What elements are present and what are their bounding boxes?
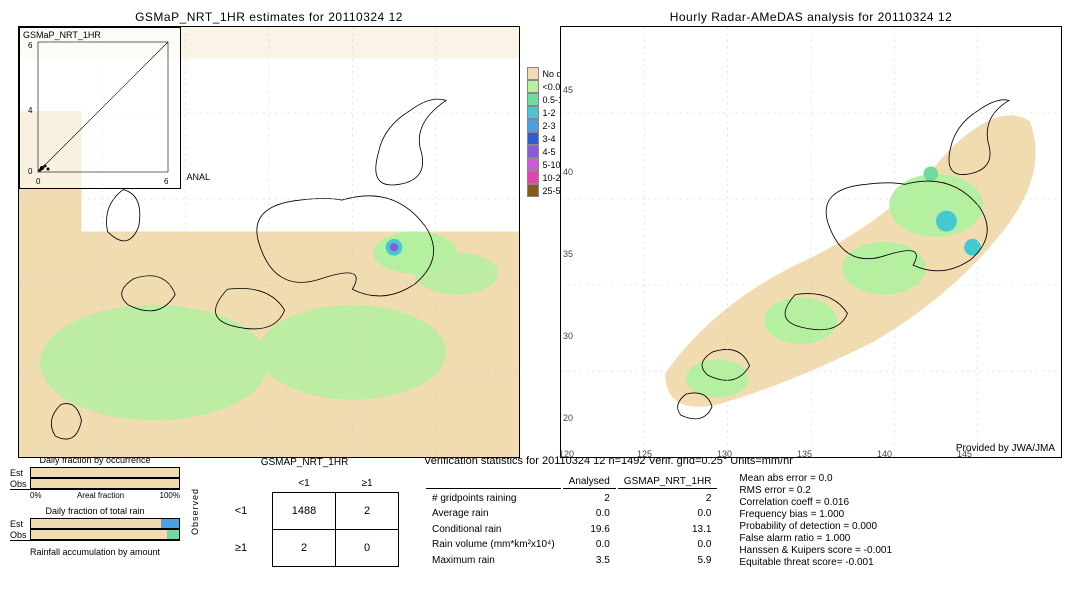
svg-text:6: 6: [164, 177, 169, 186]
stats-col2: GSMAP_NRT_1HR: [618, 475, 718, 489]
stats-row: Maximum rain3.55.9: [426, 553, 717, 567]
ct-b: 2: [336, 493, 399, 530]
metric-item: Equitable threat score= -0.001: [739, 557, 892, 568]
ct-a: 1488: [273, 493, 336, 530]
ct-c: 2: [273, 530, 336, 567]
axis-max: 100%: [160, 491, 180, 500]
stats-col1: Analysed: [563, 475, 616, 489]
stats-table: AnalysedGSMAP_NRT_1HR # gridpoints raini…: [424, 473, 719, 569]
right-map-panel: Hourly Radar-AMeDAS analysis for 2011032…: [560, 10, 1062, 440]
ct-panel-wrap: Observed GSMAP_NRT_1HR <1≥1 <114882 ≥120: [190, 455, 399, 569]
left-map-area: GSMaP_NRT_1HR 640 06 ANAL No data<0.010.…: [18, 26, 520, 458]
left-map-title: GSMaP_NRT_1HR estimates for 20110324 12: [18, 10, 520, 24]
row-est: Est: [10, 468, 30, 478]
occ-est-bar: [30, 467, 180, 478]
metric-item: Probability of detection = 0.000: [739, 521, 892, 532]
ct-d: 0: [336, 530, 399, 567]
ct-panel: GSMAP_NRT_1HR <1≥1 <114882 ≥120: [210, 457, 399, 567]
inset-svg: 6 4 0 0 6: [20, 28, 180, 188]
ytick: 30: [563, 331, 573, 341]
xtick: 125: [637, 449, 652, 459]
svg-text:4: 4: [28, 106, 33, 115]
stats-panel: Verification statistics for 20110324 12 …: [424, 455, 1070, 569]
metric-item: False alarm ratio = 1.000: [739, 533, 892, 544]
axis-min: 0%: [30, 491, 42, 500]
xtick: 140: [877, 449, 892, 459]
svg-text:0: 0: [28, 167, 33, 176]
axis-label: Areal fraction: [77, 491, 124, 500]
stats-row: Rain volume (mm*km²x10⁴)0.00.0: [426, 538, 717, 552]
metric-item: Mean abs error = 0.0: [739, 473, 892, 484]
metric-item: Hanssen & Kuipers score = -0.001: [739, 545, 892, 556]
accum-title: Rainfall accumulation by amount: [10, 547, 180, 557]
stats-row: Conditional rain19.613.1: [426, 522, 717, 536]
right-map-title: Hourly Radar-AMeDAS analysis for 2011032…: [560, 10, 1062, 24]
anal-label: ANAL: [186, 172, 210, 182]
svg-text:6: 6: [28, 41, 33, 50]
right-map-area: Provided by JWA/JMA 120 125 130 135 140 …: [560, 26, 1062, 458]
metrics-list: Mean abs error = 0.0RMS error = 0.2Corre…: [739, 473, 892, 569]
xtick: 130: [717, 449, 732, 459]
occ-obs-bar: [30, 478, 180, 489]
bottom-row: Daily fraction by occurrence Est Obs 0%A…: [10, 455, 1070, 569]
ytick: 45: [563, 85, 573, 95]
metric-item: Correlation coeff = 0.016: [739, 497, 892, 508]
top-row: GSMaP_NRT_1HR estimates for 20110324 12: [10, 10, 1070, 440]
stats-row: Average rain0.00.0: [426, 507, 717, 521]
xtick: 120: [559, 449, 574, 459]
total-title: Daily fraction of total rain: [10, 506, 180, 516]
right-map-svg: [561, 27, 1061, 457]
fraction-panel: Daily fraction by occurrence Est Obs 0%A…: [10, 455, 180, 569]
left-map-panel: GSMaP_NRT_1HR estimates for 20110324 12: [18, 10, 520, 440]
contingency-table: <1≥1 <114882 ≥120: [210, 474, 399, 567]
xtick: 145: [957, 449, 972, 459]
total-obs-bar: [30, 529, 180, 540]
ct-col-lt: <1: [273, 474, 336, 493]
inset-label: GSMaP_NRT_1HR: [23, 30, 101, 40]
ct-col-ge: ≥1: [336, 474, 399, 493]
ytick: 20: [563, 413, 573, 423]
metric-item: RMS error = 0.2: [739, 485, 892, 496]
row-obs: Obs: [10, 479, 30, 489]
svg-text:0: 0: [36, 177, 41, 186]
stats-row: # gridpoints raining22: [426, 491, 717, 505]
ct-side-label: Observed: [190, 488, 200, 535]
ytick: 40: [563, 167, 573, 177]
metric-item: Frequency bias = 1.000: [739, 509, 892, 520]
ytick: 35: [563, 249, 573, 259]
xtick: 135: [797, 449, 812, 459]
inset-box: GSMaP_NRT_1HR 640 06 ANAL: [19, 27, 181, 189]
total-est-bar: [30, 518, 180, 529]
